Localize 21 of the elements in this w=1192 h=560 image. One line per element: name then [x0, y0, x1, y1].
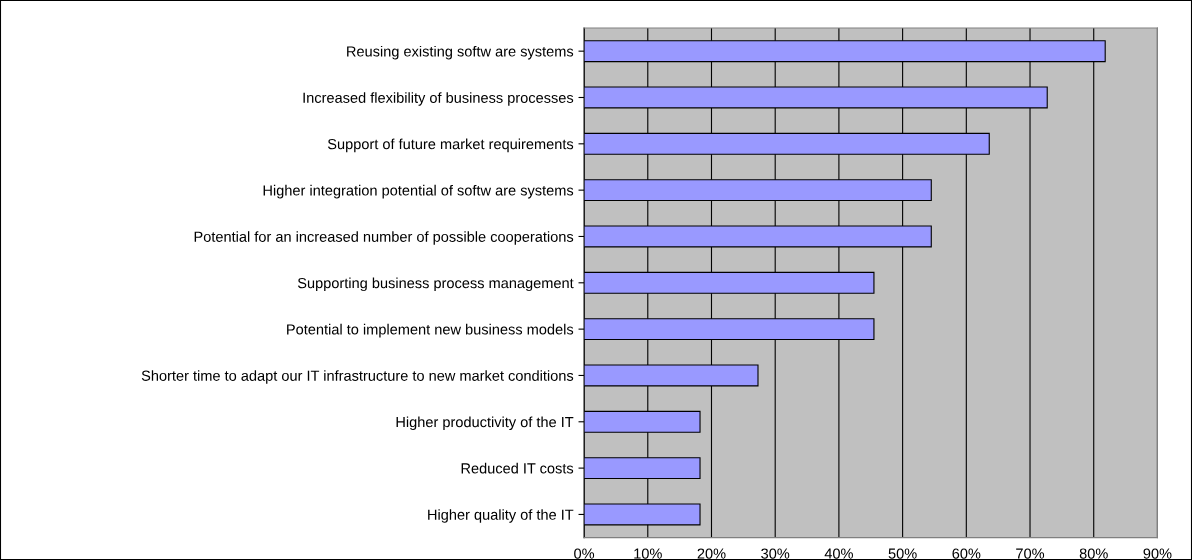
x-tick-label: 50%: [888, 548, 917, 559]
y-tick-label: Higher productivity of the IT: [396, 416, 574, 431]
x-tick-label: 70%: [1016, 548, 1045, 559]
y-tick-label: Reusing existing softw are systems: [347, 45, 574, 60]
x-tick-label: 10%: [634, 548, 662, 559]
y-tick-label: Increased flexibility of business processes: [303, 92, 574, 106]
y-tick-label: Higher quality of the IT: [428, 509, 574, 523]
x-tick-label: 90%: [1143, 548, 1172, 559]
x-tick-label: 0%: [574, 548, 595, 559]
y-tick-label: Shorter time to adapt our IT infrastructure to new market conditions: [141, 370, 574, 384]
y-tick-label: Support of future market requirements: [327, 138, 574, 153]
y-tick-label: Higher integration potential of softw are systems: [263, 184, 574, 199]
x-tick-label: 20%: [697, 548, 726, 559]
y-tick-label: Supporting business process management: [297, 277, 574, 292]
y-tick-label: Potential to implement new business models: [287, 323, 574, 338]
y-tick-label: Potential for an increased number of possible cooperations: [194, 231, 574, 245]
x-tick-label: 60%: [952, 548, 981, 559]
x-tick-label: 30%: [761, 548, 790, 559]
x-tick-label: 40%: [824, 548, 853, 559]
y-tick-label: Reduced IT costs: [461, 462, 574, 474]
x-tick-label: 80%: [1079, 548, 1108, 559]
